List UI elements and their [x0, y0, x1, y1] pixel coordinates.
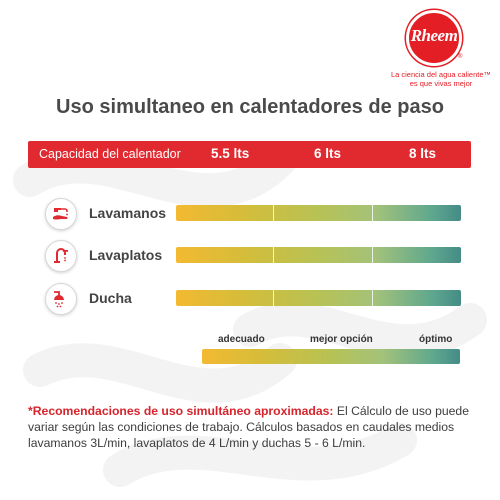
bar-divider — [372, 247, 373, 263]
note-heading: *Recomendaciones de uso simultáneo aprox… — [28, 404, 334, 418]
row-label-ducha: Ducha — [89, 290, 132, 306]
recommendation-note: *Recomendaciones de uso simultáneo aprox… — [28, 403, 474, 451]
usage-row-lavaplatos: Lavaplatos — [0, 240, 500, 274]
tagline-line2: es que vivas mejor — [409, 79, 473, 88]
shower-icon — [45, 283, 77, 315]
kitchen-faucet-icon — [45, 240, 77, 272]
capacity-value-3: 8 lts — [409, 146, 437, 161]
usage-row-lavamanos: Lavamanos — [0, 198, 500, 232]
page-title: Uso simultaneo en calentadores de paso — [56, 96, 444, 118]
logo-circle — [406, 10, 462, 66]
faucet-hand-icon — [45, 198, 77, 230]
usage-bar-lavaplatos — [176, 247, 461, 263]
legend-gradient-bar — [202, 349, 460, 364]
bar-divider — [372, 205, 373, 221]
capacity-value-2: 6 lts — [314, 146, 342, 161]
gradient-legend: adecuado mejor opción óptimo — [202, 334, 460, 368]
capacity-label: Capacidad del calentador — [39, 147, 181, 161]
bar-divider — [273, 247, 274, 263]
registered-mark: ® — [458, 54, 463, 60]
usage-row-ducha: Ducha — [0, 283, 500, 317]
legend-label-mejor-opcion: mejor opción — [310, 334, 373, 345]
bar-divider — [273, 205, 274, 221]
tagline-line1: La ciencia del agua caliente™ — [390, 70, 492, 79]
row-label-lavaplatos: Lavaplatos — [89, 247, 163, 263]
legend-label-adecuado: adecuado — [218, 334, 265, 345]
usage-bar-lavamanos — [176, 205, 461, 221]
note-body: El Cálculo de uso puede variar según las… — [28, 404, 469, 450]
brand-tagline: La ciencia del agua caliente™ es que viv… — [386, 70, 496, 88]
usage-bar-ducha — [176, 290, 461, 306]
legend-label-optimo: óptimo — [419, 334, 453, 345]
capacity-value-1: 5.5 lts — [211, 146, 250, 161]
row-label-lavamanos: Lavamanos — [89, 205, 167, 221]
capacity-header-bar: Capacidad del calentador 5.5 lts 6 lts 8… — [28, 141, 471, 168]
bar-divider — [372, 290, 373, 306]
logo-text: Rheem — [410, 26, 458, 45]
bar-divider — [273, 290, 274, 306]
